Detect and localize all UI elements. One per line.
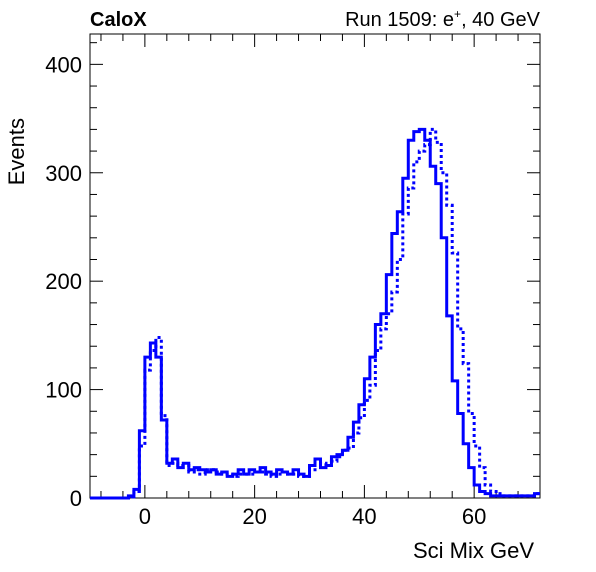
y-tick-label: 200 (45, 269, 82, 294)
title-superscript: + (454, 7, 461, 21)
y-axis: 0 100 200 300 400 (45, 42, 540, 511)
x-axis-label: Sci Mix GeV (413, 538, 534, 563)
x-axis: 0 20 40 60 (100, 34, 541, 529)
x-tick-label: 60 (462, 504, 486, 529)
y-axis-label: Events (4, 118, 29, 185)
plot-frame (89, 33, 541, 499)
y-tick-label: 300 (45, 161, 82, 186)
x-tick-label: 40 (352, 504, 376, 529)
series-layer (90, 127, 540, 500)
series-dotted-line (90, 127, 540, 500)
title-run-text: Run 1509: e (345, 9, 454, 31)
y-tick-label: 400 (45, 52, 82, 77)
chart-title-right: Run 1509: e+, 40 GeV (345, 7, 541, 31)
x-tick-label: 0 (139, 504, 151, 529)
y-tick-label: 100 (45, 378, 82, 403)
x-tick-label: 20 (242, 504, 266, 529)
chart-title-left: CaloX (90, 9, 147, 31)
title-energy-text: , 40 GeV (461, 9, 541, 31)
y-tick-label: 0 (70, 486, 82, 511)
series-solid-line (90, 127, 540, 500)
